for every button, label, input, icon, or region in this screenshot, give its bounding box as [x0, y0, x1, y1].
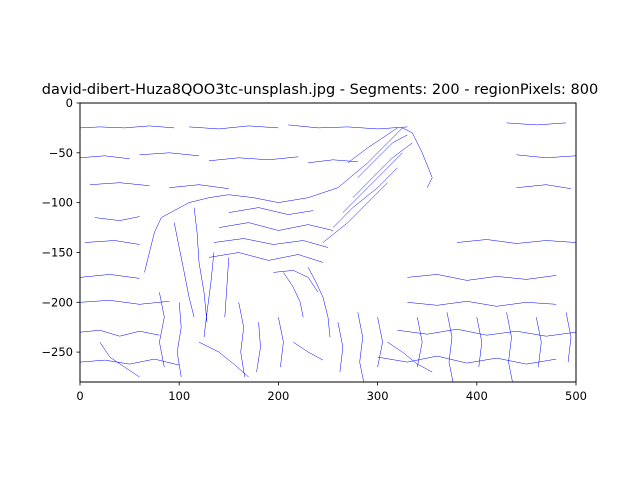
y-tick-label-1: −50 [49, 146, 73, 160]
y-tick-label-0: 0 [66, 96, 73, 110]
segment-line-32 [228, 207, 314, 215]
segment-line-58 [198, 341, 249, 378]
segment-line-15 [79, 274, 140, 279]
segment-line-14 [456, 239, 577, 244]
segment-line-31 [322, 182, 388, 243]
segment-line-4 [79, 155, 130, 160]
segment-line-1 [189, 125, 279, 130]
segment-line-11 [516, 184, 572, 189]
segment-line-29 [342, 152, 403, 213]
segment-line-17 [79, 300, 170, 305]
segment-line-51 [417, 317, 423, 368]
segment-line-24 [189, 194, 279, 203]
segment-line-23 [144, 202, 190, 273]
x-axis: 0 100 200 300 400 500 [76, 382, 587, 403]
segment-line-0 [79, 125, 175, 129]
segment-line-55 [536, 317, 542, 368]
segment-line-52 [446, 312, 454, 383]
segment-line-18 [407, 301, 557, 307]
segment-line-20 [397, 328, 577, 337]
segment-line-12 [94, 216, 140, 221]
x-tick-label-5: 500 [565, 389, 587, 403]
segment-line-50 [377, 317, 383, 368]
x-tick-label-1: 100 [168, 389, 190, 403]
segment-line-7 [308, 159, 358, 164]
y-axis: 0 −50 −100 −150 −200 −250 [41, 96, 80, 359]
x-tick-label-2: 200 [267, 389, 289, 403]
plot-frame [79, 102, 577, 383]
segment-line-10 [169, 184, 229, 189]
segment-line-9 [89, 182, 150, 186]
segment-line-26 [347, 127, 398, 163]
segment-line-45 [238, 302, 245, 378]
segment-line-19 [79, 329, 160, 337]
segment-line-2 [288, 124, 408, 130]
x-tick-label-3: 300 [367, 389, 389, 403]
segment-line-47 [278, 317, 284, 368]
segment-line-22 [377, 355, 557, 365]
segment-line-53 [476, 317, 483, 368]
segment-line-49 [357, 312, 364, 383]
x-tick-label-0: 0 [76, 389, 83, 403]
y-tick-label-4: −200 [41, 295, 73, 309]
segment-line-27 [357, 134, 408, 178]
y-tick-label-5: −250 [41, 345, 73, 359]
segment-line-60 [387, 341, 433, 373]
segment-line-41 [307, 267, 331, 338]
segment-line-8 [516, 154, 577, 159]
segment-line-40 [283, 272, 304, 318]
segment-line-43 [159, 292, 165, 368]
segment-line-54 [506, 312, 513, 383]
plot-lines [79, 122, 577, 383]
segment-line-38 [203, 252, 215, 338]
segment-line-42 [273, 270, 319, 293]
y-tick-label-3: −150 [41, 245, 73, 259]
y-tick-label-2: −100 [41, 196, 73, 210]
segment-line-5 [139, 152, 200, 157]
segment-line-25 [278, 127, 433, 203]
segment-line-30 [332, 167, 398, 228]
segment-line-56 [565, 312, 572, 363]
segment-line-59 [293, 341, 324, 361]
segment-line-3 [506, 122, 567, 126]
segment-line-46 [256, 322, 261, 373]
x-tick-label-4: 400 [466, 389, 488, 403]
segment-line-21 [79, 358, 180, 366]
segment-line-35 [208, 252, 324, 263]
chart-title: david-dibert-Huza8QOO3tc-unsplash.jpg - … [42, 82, 598, 98]
segment-line-28 [352, 142, 413, 198]
segment-line-33 [218, 222, 334, 231]
segment-line-57 [99, 341, 140, 378]
segment-line-34 [213, 238, 329, 248]
segment-line-39 [224, 257, 230, 318]
segment-line-36 [173, 222, 195, 318]
segment-line-6 [208, 156, 299, 162]
segment-line-44 [176, 302, 182, 378]
segment-line-13 [84, 240, 140, 245]
segment-line-16 [407, 274, 557, 281]
segment-line-48 [337, 322, 344, 373]
segment-line-37 [193, 207, 208, 323]
